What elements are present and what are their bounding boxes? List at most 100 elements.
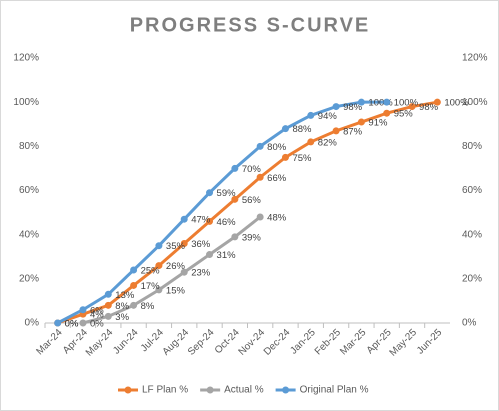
data-label: 48% [267, 213, 287, 224]
data-point [433, 98, 441, 106]
data-point [104, 312, 112, 320]
data-label: 6% [90, 305, 104, 316]
data-label: 0% [65, 319, 79, 330]
chart-title: PROGRESS S-CURVE [130, 14, 371, 36]
data-point [155, 242, 163, 250]
data-point [130, 281, 138, 289]
y-tick-label: 60% [19, 185, 39, 196]
y2-tick-label: 120% [462, 53, 488, 64]
data-point [180, 240, 188, 247]
series-line [57, 100, 438, 325]
data-point [231, 195, 239, 203]
data-point [256, 173, 264, 181]
y-tick-label: 80% [19, 141, 39, 152]
legend-label: LF Plan % [142, 385, 188, 396]
data-point [206, 217, 214, 225]
data-label: 0% [65, 319, 79, 330]
y2-tick-label: 60% [462, 185, 482, 196]
y2-tick-label: 20% [462, 273, 482, 284]
data-point [383, 109, 391, 117]
legend-item: Actual % [200, 385, 264, 396]
data-point [206, 251, 214, 259]
data-point [79, 319, 87, 327]
data-point [332, 103, 340, 111]
data-label: 23% [191, 268, 211, 279]
data-label: 15% [166, 285, 186, 296]
data-label: 36% [191, 239, 211, 250]
data-point [408, 103, 416, 111]
data-point [54, 319, 62, 327]
legend-marker [282, 386, 290, 394]
y2-tick-label: 40% [462, 229, 482, 240]
data-label: 91% [368, 118, 388, 129]
data-point [155, 286, 163, 294]
y-tick-label: 120% [13, 53, 39, 64]
data-point [307, 138, 315, 146]
series-line [82, 215, 262, 325]
data-label: 8% [115, 301, 129, 312]
data-label: 26% [166, 261, 186, 272]
data-point [383, 98, 391, 106]
data-label: 98% [343, 102, 363, 113]
legend-item: Original Plan % [275, 385, 369, 396]
data-label: 46% [217, 217, 237, 228]
y2-tick-label: 80% [462, 141, 482, 152]
data-label: 87% [343, 126, 363, 137]
data-label: 17% [141, 281, 161, 292]
data-label: 59% [217, 188, 237, 199]
data-point [180, 215, 188, 223]
data-point [281, 125, 289, 133]
y-tick-label: 0% [25, 318, 40, 329]
legend-label: Original Plan % [300, 385, 369, 396]
series-line [56, 100, 387, 325]
legend-marker [124, 386, 132, 394]
data-point [130, 301, 138, 309]
data-label: 80% [267, 142, 287, 153]
data-label: 100% [368, 98, 393, 109]
data-point [357, 118, 365, 126]
data-point [79, 306, 87, 314]
y2-tick-label: 100% [462, 97, 488, 108]
data-label: 0% [90, 319, 104, 330]
data-point [180, 268, 188, 276]
data-point [256, 213, 264, 221]
data-label: 8% [141, 301, 155, 312]
data-label: 47% [191, 215, 211, 226]
data-point [231, 164, 239, 172]
data-label: 100% [394, 98, 419, 109]
legend-label: Actual % [224, 385, 264, 396]
legend-marker [206, 386, 214, 394]
data-point [130, 266, 138, 274]
data-label: 39% [242, 232, 262, 243]
data-label: 94% [318, 111, 338, 122]
data-label: 31% [217, 250, 237, 261]
data-point [206, 189, 214, 197]
data-point [104, 301, 112, 309]
data-point [307, 111, 315, 119]
data-label: 95% [394, 109, 414, 120]
data-label: 13% [115, 290, 135, 301]
data-point [281, 153, 289, 161]
y-tick-label: 100% [13, 97, 39, 108]
data-label: 35% [166, 241, 186, 252]
data-label: 66% [267, 173, 287, 184]
data-point [155, 262, 163, 270]
data-point [357, 98, 365, 106]
data-label: 70% [242, 164, 262, 175]
legend-item: LF Plan % [118, 385, 188, 396]
y-tick-label: 20% [19, 273, 39, 284]
data-label: 56% [242, 195, 262, 206]
data-point [256, 142, 264, 150]
data-label: 88% [292, 124, 312, 135]
data-label: 98% [419, 102, 439, 113]
data-label: 82% [318, 137, 338, 148]
data-point [231, 233, 239, 241]
y2-tick-label: 0% [462, 318, 477, 329]
data-label: 100% [444, 98, 469, 109]
data-label: 4% [90, 310, 104, 321]
data-label: 3% [115, 312, 129, 323]
data-label: 75% [292, 153, 312, 164]
y-tick-label: 40% [19, 229, 39, 240]
data-point [332, 127, 340, 135]
